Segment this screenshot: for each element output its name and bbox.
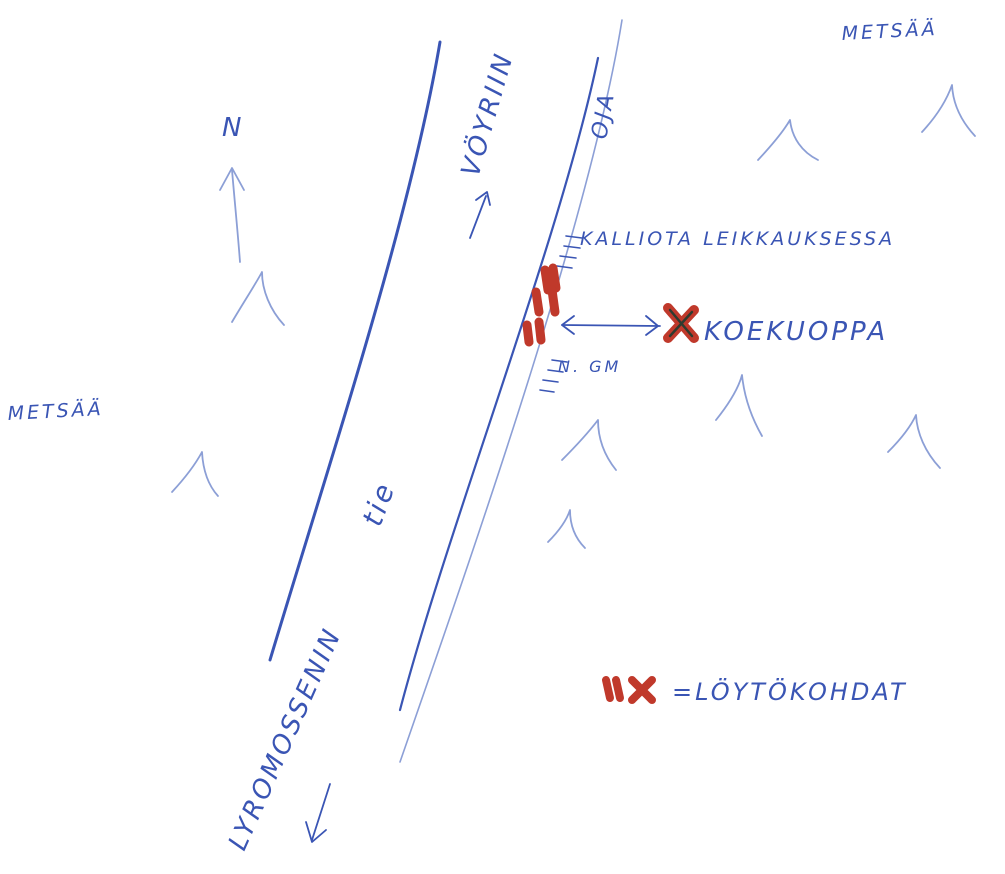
test-pit-cross-icon xyxy=(668,308,694,338)
road-east-edge xyxy=(400,58,598,710)
north-label: N xyxy=(222,113,244,143)
find-marker-group xyxy=(527,268,556,342)
tree-symbol-icon xyxy=(888,415,940,468)
tree-symbol-icon xyxy=(922,85,975,136)
test-pit-cross-icon xyxy=(632,680,652,700)
to-voyri-label: VÖYRIIN xyxy=(454,48,520,180)
forest-label-left: METSÄÄ xyxy=(7,397,104,425)
legend: =LÖYTÖKOHDAT xyxy=(606,677,908,706)
tree-symbol-icon xyxy=(562,420,616,470)
tree-symbol-icon xyxy=(758,120,818,160)
forest-label-top-right: METSÄÄ xyxy=(841,17,938,45)
tree-symbol-icon xyxy=(716,375,762,436)
find-marker-icon xyxy=(606,680,620,698)
road-name-label: LYROMOSSENIN xyxy=(223,623,348,855)
road-word-label: tie xyxy=(356,477,402,531)
road xyxy=(270,42,598,710)
ngm-label: N. GM xyxy=(558,357,621,376)
arrow-down-icon xyxy=(306,784,330,842)
north-arrow-icon xyxy=(220,168,244,262)
tree-symbol-icon xyxy=(172,452,218,496)
find-marker-icon xyxy=(527,322,541,342)
legend-finds-label: =LÖYTÖKOHDAT xyxy=(672,677,908,706)
arrow-up-icon xyxy=(470,192,490,238)
tree-symbol-icon xyxy=(548,510,585,548)
tree-symbol-icon xyxy=(232,272,284,325)
test-pit-label: KOEKUOPPA xyxy=(704,317,888,347)
road-west-edge xyxy=(270,42,440,660)
distance-arrow xyxy=(562,316,660,335)
ditch-label: OJA xyxy=(587,90,620,141)
rock-cutting-label: KALLIOTA LEIKKAUKSESSA xyxy=(580,228,895,250)
